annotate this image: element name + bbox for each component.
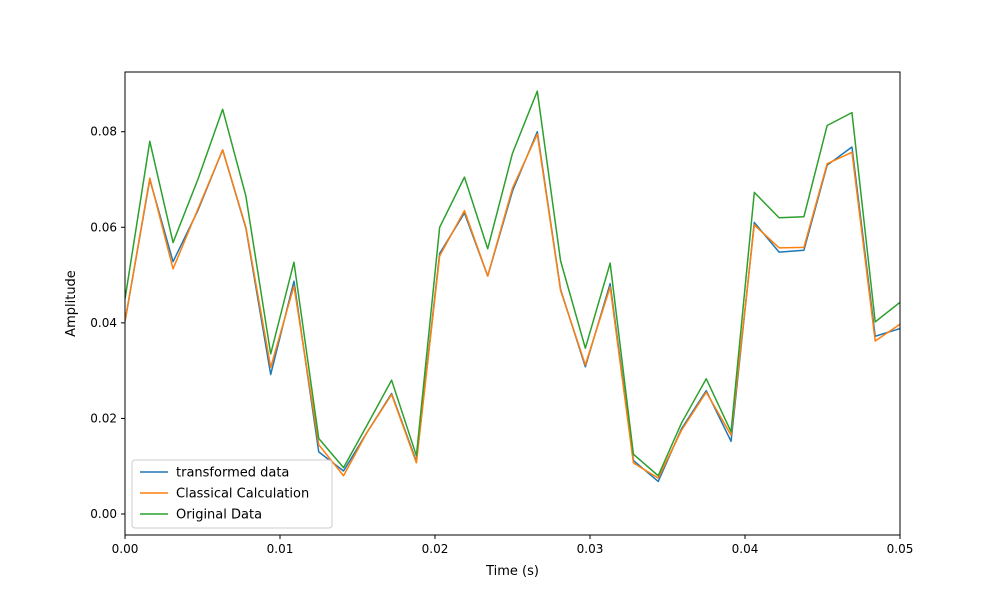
legend-label: Classical Calculation xyxy=(176,487,309,502)
legend-item: transformed data xyxy=(140,466,289,481)
x-tick-label: 0.02 xyxy=(422,542,449,556)
series-line-1 xyxy=(125,130,900,483)
x-axis-ticks: 0.00 0.01 0.02 0.03 0.04 0.05 xyxy=(112,535,914,556)
series-line-2 xyxy=(125,133,900,479)
y-tick-label: 0.06 xyxy=(90,220,117,234)
x-tick-label: 0.04 xyxy=(732,542,759,556)
y-tick-label: 0.08 xyxy=(90,125,117,139)
x-axis-label: Time (s) xyxy=(485,564,539,579)
legend-label: transformed data xyxy=(176,466,289,481)
legend-item: Original Data xyxy=(140,508,262,523)
y-axis-ticks: 0.00 0.02 0.04 0.06 0.08 xyxy=(90,125,125,521)
x-tick-label: 0.01 xyxy=(267,542,294,556)
series-line-3 xyxy=(125,90,900,477)
y-axis-label: Amplitude xyxy=(64,270,79,337)
x-tick-label: 0.05 xyxy=(887,542,914,556)
plot-frame xyxy=(124,71,901,536)
series-layer xyxy=(125,90,900,483)
legend-label: Original Data xyxy=(176,508,262,523)
legend-item: Classical Calculation xyxy=(140,487,309,502)
y-tick-label: 0.02 xyxy=(90,411,117,425)
x-tick-label: 0.00 xyxy=(112,542,139,556)
legend-box xyxy=(131,459,333,529)
y-tick-label: 0.04 xyxy=(90,316,117,330)
y-tick-label: 0.00 xyxy=(90,507,117,521)
x-tick-label: 0.03 xyxy=(577,542,604,556)
legend: transformed data Classical Calculation Ori… xyxy=(131,459,333,529)
